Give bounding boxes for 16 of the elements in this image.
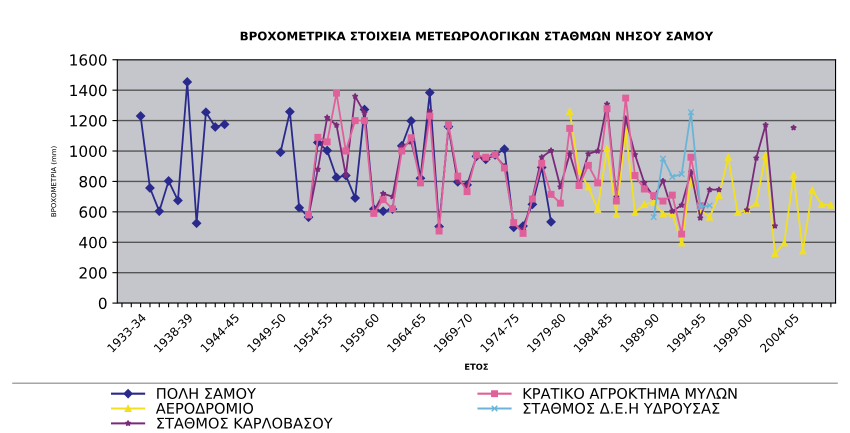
chart-title: ΒΡΟΧΟΜΕΤΡΙΚΑ ΣΤΟΙΧΕΙΑ ΜΕΤΕΩΡΟΛΟΓΙΚΩΝ ΣΤΑΘΜΩΝ ΝΗΣΟΥ ΣΑΜΟΥ [240, 32, 714, 40]
y-tick-label: 200 [80, 267, 107, 279]
y-tick-label: 400 [79, 236, 107, 248]
y-tick-label: 1400 [70, 84, 107, 96]
y-tick-label: 1000 [70, 145, 107, 158]
y-tick-label: 1600 [70, 54, 107, 66]
y-tick-label: 800 [79, 176, 107, 188]
legend-label: ΑΕΡΟΔΡΟΜΙΟ [156, 402, 254, 414]
legend-label: ΣΤΑΘΜΟΣ Δ.Ε.Η ΥΔΡΟΥΣΑΣ [524, 402, 720, 414]
y-tick-label: 1200 [70, 115, 107, 127]
legend-label: ΣΤΑΘΜΟΣ ΚΑΡΛΟΒΑΣΟΥ [157, 418, 333, 429]
legend-label: ΚΡΑΤΙΚΟ ΑΓΡΟΚΤΗΜΑ ΜΥΛΩΝ [524, 388, 737, 399]
y-tick-label: 0 [98, 298, 107, 310]
legend-label: ΠΟΛΗ ΣΑΜΟΥ [157, 388, 256, 399]
x-axis-title: ΕΤΟΣ [465, 364, 488, 370]
y-tick-label: 600 [79, 206, 107, 218]
